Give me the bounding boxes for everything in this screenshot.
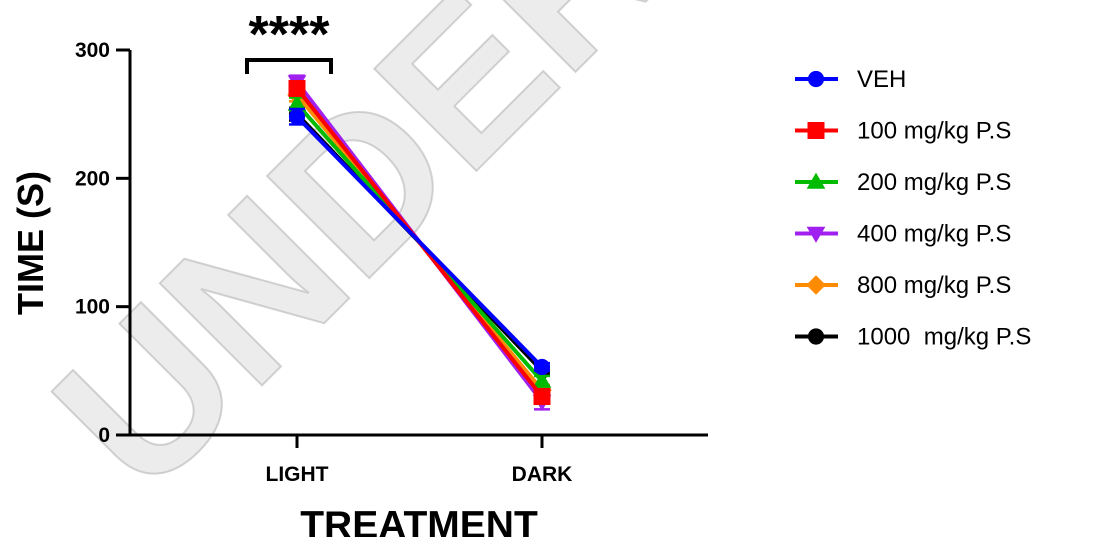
x-tick-label: DARK: [512, 463, 573, 486]
data-point: [806, 226, 826, 243]
y-tick-label: 0: [98, 424, 110, 447]
legend-label: VEH: [857, 66, 906, 93]
legend-label: 100 mg/kg P.S: [857, 118, 1011, 145]
legend-label: 1000 mg/kg P.S: [857, 324, 1031, 351]
x-axis-title: TREATMENT: [300, 504, 538, 537]
significance-stars: ****: [249, 6, 331, 64]
data-point: [288, 80, 306, 97]
data-point: [533, 358, 551, 376]
legend-item-2: 200 mg/kg P.S: [795, 169, 1011, 196]
y-tick-label: 100: [75, 296, 110, 319]
annotation-layer: ****: [245, 6, 333, 74]
series-line: [295, 115, 544, 369]
series-0: [288, 107, 551, 376]
legend-item-3: 400 mg/kg P.S: [795, 221, 1011, 248]
legend-item-5: 1000 mg/kg P.S: [795, 324, 1031, 351]
data-point: [807, 122, 825, 139]
data-point: [288, 108, 306, 125]
data-point: [807, 328, 825, 345]
y-tick-label: 200: [75, 167, 110, 190]
data-point: [807, 70, 825, 88]
legend: VEH 100 mg/kg P.S 200 mg/kg P.S 400 mg/kg P…: [795, 66, 1031, 351]
legend-label: 200 mg/kg P.S: [857, 169, 1011, 196]
legend-item-4: 800 mg/kg P.S: [795, 272, 1011, 299]
legend-label: 800 mg/kg P.S: [857, 272, 1011, 299]
axes: 0 100 200 300 LIGHT DARK TREATMENT TIME (S): [10, 39, 708, 537]
y-tick-label: 300: [75, 39, 110, 62]
data-point: [806, 275, 826, 295]
data-point: [533, 388, 551, 405]
x-tick-label: LIGHT: [266, 463, 329, 486]
significance-bracket: [245, 58, 333, 74]
legend-item-0: VEH: [795, 66, 906, 93]
data-point: [806, 172, 826, 189]
data-point: [287, 94, 307, 111]
legend-label: 400 mg/kg P.S: [857, 221, 1011, 248]
series-layer: [287, 74, 552, 411]
y-axis-title: TIME (S): [10, 171, 51, 315]
data-point: [532, 371, 552, 388]
legend-item-1: 100 mg/kg P.S: [795, 118, 1011, 145]
